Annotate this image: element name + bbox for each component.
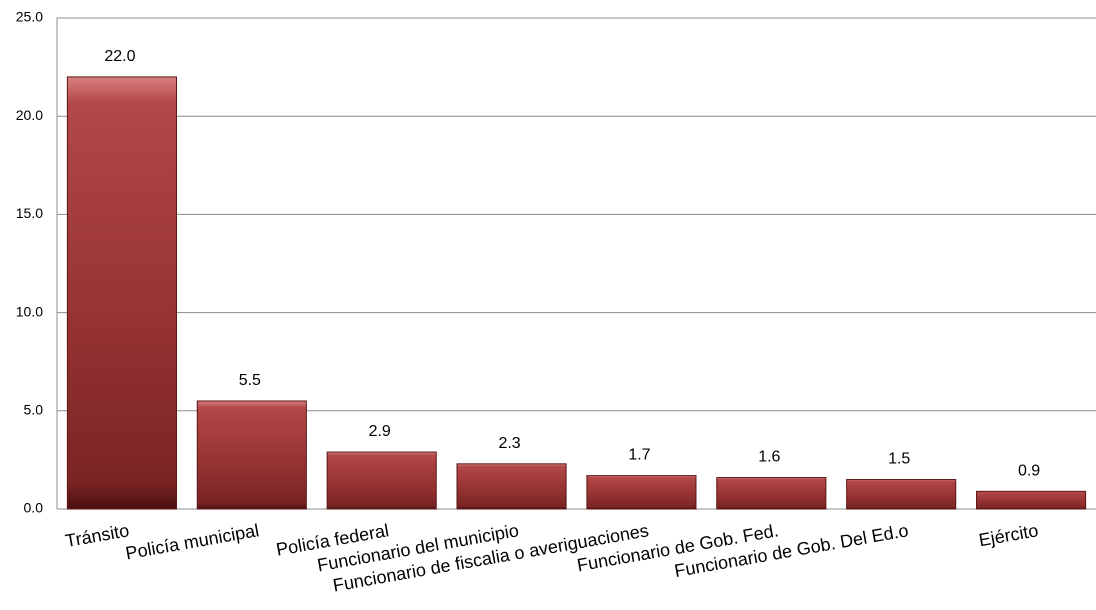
data-label: 22.0	[104, 48, 135, 65]
x-tick-label: Ejército	[977, 520, 1040, 550]
y-tick-label: 10.0	[16, 303, 43, 319]
bar	[716, 477, 827, 510]
data-label: 0.9	[1018, 462, 1040, 479]
bar	[976, 490, 1087, 510]
data-label: 5.5	[239, 372, 261, 389]
data-label: 1.5	[888, 451, 910, 468]
y-tick-label: 0.0	[24, 500, 44, 516]
bar	[196, 400, 307, 510]
bar	[66, 76, 177, 510]
data-label: 1.6	[758, 449, 780, 466]
data-label: 1.7	[628, 447, 650, 464]
data-label: 2.3	[498, 435, 520, 452]
y-tick-label: 20.0	[16, 107, 43, 123]
y-tick-label: 25.0	[16, 9, 43, 25]
bar	[456, 463, 567, 510]
bar	[586, 475, 697, 510]
x-tick-label: Policía municipal	[124, 520, 260, 563]
bar	[326, 451, 437, 510]
y-tick-label: 5.0	[24, 402, 44, 418]
data-label: 2.9	[369, 423, 391, 440]
y-tick-label: 15.0	[16, 205, 43, 221]
bar	[846, 479, 957, 510]
x-tick-label: Tránsito	[64, 520, 131, 551]
